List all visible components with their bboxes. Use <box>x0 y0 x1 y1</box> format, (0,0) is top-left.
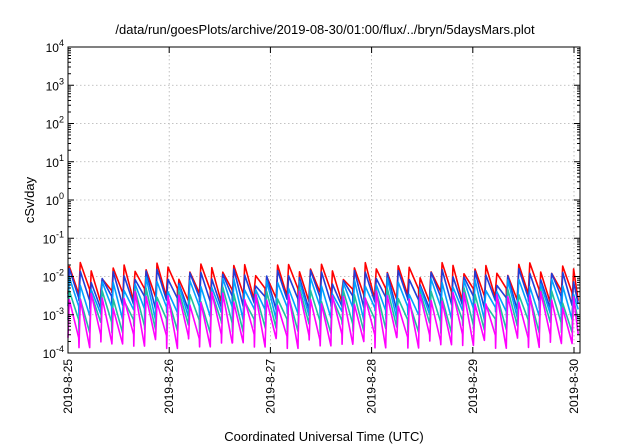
x-tick-label: 2019-8-29 <box>466 359 480 414</box>
y-tick-label: 10-2 <box>43 268 64 285</box>
y-axis: 10-4 10-3 10-2 10-1 100 101 102 103 104 <box>43 38 580 361</box>
series-line <box>67 290 579 350</box>
y-axis-label: cSv/day <box>22 176 37 223</box>
data-series <box>67 261 579 350</box>
y-tick-label: 104 <box>46 38 64 55</box>
x-tick-label: 2019-8-30 <box>567 359 581 414</box>
y-tick-label: 100 <box>46 191 64 208</box>
y-tick-label: 10-3 <box>43 306 64 323</box>
y-tick-label: 10-1 <box>43 229 64 246</box>
x-tick-label: 2019-8-27 <box>263 359 277 414</box>
x-tick-label: 2019-8-25 <box>61 359 75 414</box>
y-tick-label: 10-4 <box>43 344 64 361</box>
chart-title: /data/run/goesPlots/archive/2019-08-30/0… <box>115 22 535 37</box>
y-tick-label: 101 <box>46 153 64 170</box>
x-axis: 2019-8-25 2019-8-26 2019-8-27 2019-8-28 2019… <box>61 47 581 414</box>
y-tick-label: 102 <box>46 115 64 132</box>
x-tick-label: 2019-8-28 <box>365 359 379 414</box>
x-axis-label: Coordinated Universal Time (UTC) <box>224 429 423 444</box>
x-tick-label: 2019-8-26 <box>162 359 176 414</box>
y-tick-label: 103 <box>46 76 64 93</box>
